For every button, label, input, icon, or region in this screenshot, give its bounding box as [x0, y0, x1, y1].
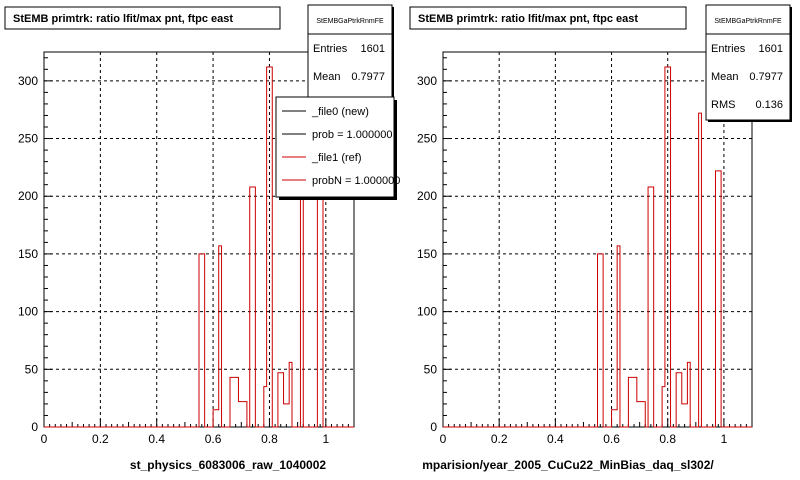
stats-value-mean: 0.7977	[749, 71, 783, 83]
title-box	[4, 6, 281, 30]
y-tick-label: 300	[18, 74, 38, 88]
stats-label-entries: Entries	[711, 43, 746, 55]
x-tick-label: 0.8	[659, 432, 676, 446]
x-tick-label: 1	[721, 432, 728, 446]
histogram-series-ref	[44, 66, 354, 428]
y-tick-label: 250	[417, 132, 437, 146]
x-tick-label: 1	[322, 432, 329, 446]
legend-frame	[275, 96, 395, 198]
chart-title: StEMB primtrk: ratio lfit/max pnt, ftpc …	[418, 13, 638, 25]
legend-label: _file1 (ref)	[311, 152, 362, 164]
legend-label: probN = 1.000000	[312, 175, 400, 187]
stats-box	[705, 4, 791, 121]
x-tick-label: 0	[41, 432, 48, 446]
y-tick-label: 100	[417, 305, 437, 319]
x-axis-label: mparision/year_2005_CuCu22_MinBias_daq_s…	[422, 458, 714, 472]
histogram-panel-1: 0 0.2 0.4 0.6 0.8 1 0 50 100 150 200 250 300 StEMB pr…	[4, 4, 400, 472]
stats-box	[307, 4, 393, 99]
stats-title: StEMBGaPtrkRnmFE	[316, 18, 384, 25]
histogram-panel-2: 0 0.2 0.4 0.6 0.8 1 0 50 100 150 200 250 300 StEMB pr…	[409, 4, 792, 472]
stats-value-mean: 0.7977	[351, 71, 385, 83]
stats-label-mean: Mean	[711, 71, 739, 83]
x-tick-label: 0.8	[261, 432, 278, 446]
y-tick-label: 300	[417, 74, 437, 88]
histogram-series-ref	[443, 66, 752, 428]
stats-value-rms: 0.136	[755, 99, 783, 111]
stats-label-entries: Entries	[313, 43, 348, 55]
y-tick-label: 250	[18, 132, 38, 146]
stats-label-rms: RMS	[711, 99, 735, 111]
y-tick-label: 50	[424, 362, 438, 376]
y-tick-label: 150	[18, 247, 38, 261]
x-tick-label: 0.2	[92, 432, 109, 446]
y-tick-label: 200	[18, 189, 38, 203]
x-axis-label: st_physics_6083006_raw_1040002	[130, 458, 326, 472]
y-tick-label: 100	[18, 305, 38, 319]
chart-title: StEMB primtrk: ratio lfit/max pnt, ftpc …	[13, 13, 233, 25]
x-tick-label: 0.4	[148, 432, 165, 446]
y-tick-label: 0	[31, 420, 38, 434]
y-tick-label: 0	[430, 420, 437, 434]
x-tick-label: 0.6	[603, 432, 620, 446]
legend-label: _file0 (new)	[311, 106, 369, 118]
y-tick-label: 200	[417, 189, 437, 203]
stats-title: StEMBGaPtrkRnmFE	[714, 18, 782, 25]
stats-value-entries: 1601	[759, 43, 783, 55]
y-tick-label: 150	[417, 247, 437, 261]
y-tick-label: 50	[25, 362, 39, 376]
stats-label-mean: Mean	[313, 71, 341, 83]
title-box	[409, 6, 687, 30]
stats-value-entries: 1601	[361, 43, 385, 55]
legend-box: _file0 (new) prob = 1.000000 _file1 (ref) p…	[275, 96, 400, 200]
x-tick-label: 0.6	[205, 432, 222, 446]
legend-label: prob = 1.000000	[312, 129, 392, 141]
x-tick-label: 0.2	[491, 432, 508, 446]
x-tick-label: 0	[440, 432, 447, 446]
x-tick-label: 0.4	[547, 432, 564, 446]
